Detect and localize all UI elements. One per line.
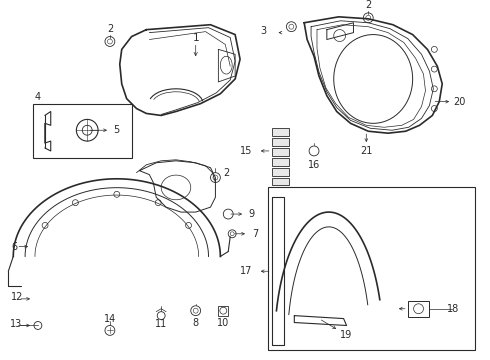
Circle shape	[289, 24, 294, 29]
Bar	[271, 158, 290, 166]
Text: 18: 18	[447, 304, 459, 314]
Bar	[271, 177, 290, 185]
Circle shape	[211, 173, 220, 183]
Text: 8: 8	[193, 318, 199, 328]
Circle shape	[431, 46, 437, 52]
Circle shape	[309, 146, 319, 156]
Text: 10: 10	[217, 318, 229, 328]
Circle shape	[186, 222, 192, 228]
Text: 15: 15	[240, 146, 252, 156]
Bar	[271, 168, 290, 176]
Circle shape	[42, 222, 48, 228]
Circle shape	[230, 232, 234, 236]
Bar	[268, 188, 475, 350]
Circle shape	[414, 304, 423, 314]
Circle shape	[223, 209, 233, 219]
Text: 7: 7	[252, 229, 258, 239]
Text: 21: 21	[360, 146, 372, 156]
Bar	[271, 128, 290, 136]
Circle shape	[431, 66, 437, 72]
Text: 2: 2	[107, 24, 113, 34]
Text: 16: 16	[308, 160, 320, 170]
Bar	[219, 306, 228, 316]
Text: 2: 2	[223, 168, 229, 177]
Text: 3: 3	[261, 26, 267, 36]
Circle shape	[366, 15, 371, 20]
Circle shape	[76, 120, 98, 141]
Circle shape	[114, 192, 120, 197]
Circle shape	[105, 37, 115, 46]
Text: 4: 4	[35, 92, 41, 102]
Text: 11: 11	[155, 319, 167, 329]
Circle shape	[105, 325, 115, 336]
Text: 19: 19	[341, 330, 353, 340]
Text: 12: 12	[11, 292, 24, 302]
Circle shape	[107, 39, 112, 44]
Circle shape	[193, 308, 198, 313]
Text: 13: 13	[10, 319, 23, 329]
Bar	[33, 104, 132, 158]
Circle shape	[287, 22, 296, 32]
Circle shape	[228, 230, 236, 238]
Circle shape	[363, 13, 373, 23]
Circle shape	[157, 312, 165, 320]
Text: 5: 5	[114, 125, 120, 135]
Circle shape	[155, 200, 161, 206]
Circle shape	[73, 200, 78, 206]
Circle shape	[431, 105, 437, 112]
Text: 14: 14	[104, 314, 116, 324]
Bar	[271, 138, 290, 146]
Text: 17: 17	[240, 266, 252, 276]
Text: 6: 6	[11, 242, 18, 252]
Circle shape	[34, 321, 42, 329]
Text: 2: 2	[365, 0, 371, 10]
Circle shape	[220, 307, 227, 314]
Ellipse shape	[334, 35, 413, 123]
Circle shape	[191, 306, 200, 316]
Text: 1: 1	[193, 32, 199, 42]
Circle shape	[213, 175, 218, 180]
Circle shape	[431, 86, 437, 92]
Bar	[271, 148, 290, 156]
Text: 20: 20	[453, 96, 465, 107]
Text: 9: 9	[249, 209, 255, 219]
Circle shape	[82, 125, 92, 135]
Bar	[408, 301, 429, 316]
